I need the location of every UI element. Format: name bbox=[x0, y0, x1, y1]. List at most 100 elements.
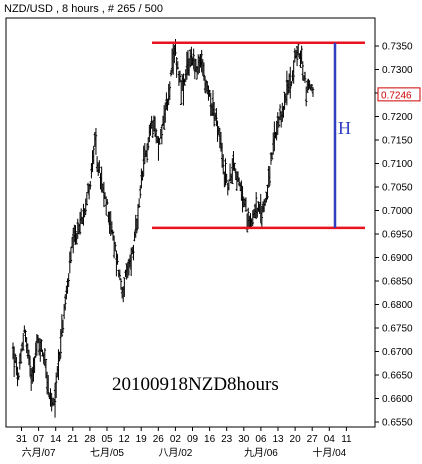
x-tick-label: 05 bbox=[101, 434, 113, 445]
x-tick-label: 14 bbox=[50, 434, 62, 445]
current-price-box bbox=[377, 87, 421, 102]
y-tick-label: 0.6950 bbox=[382, 230, 413, 241]
price-bar bbox=[24, 329, 27, 343]
x-tick-label: 04 bbox=[324, 434, 336, 445]
price-bar bbox=[64, 294, 67, 311]
price-bar bbox=[76, 218, 79, 239]
y-tick-label: 0.7050 bbox=[382, 183, 413, 194]
price-bar bbox=[78, 211, 82, 235]
price-bar bbox=[183, 78, 186, 86]
price-bars bbox=[11, 38, 315, 418]
x-tick-label: 23 bbox=[221, 434, 233, 445]
x-tick-label: 26 bbox=[153, 434, 165, 445]
price-bar bbox=[270, 152, 274, 160]
price-bar bbox=[300, 45, 303, 64]
x-tick-label: 09 bbox=[187, 434, 199, 445]
price-bar bbox=[17, 372, 20, 381]
price-bar bbox=[22, 332, 25, 351]
price-bar bbox=[254, 192, 258, 220]
x-tick-label: 19 bbox=[136, 434, 148, 445]
y-tick-label: 0.6800 bbox=[382, 300, 413, 311]
price-bar bbox=[114, 242, 117, 252]
x-tick-label: 06 bbox=[255, 434, 267, 445]
price-bar bbox=[92, 145, 95, 165]
x-tick-label: 16 bbox=[204, 434, 216, 445]
price-bar bbox=[47, 375, 50, 396]
x-tick-label: 30 bbox=[238, 434, 250, 445]
price-bar bbox=[132, 244, 135, 261]
price-bar bbox=[222, 154, 225, 175]
y-tick-label: 0.7300 bbox=[382, 65, 413, 76]
price-bar bbox=[69, 246, 73, 264]
month-label: 十月/04 bbox=[312, 446, 346, 459]
price-bar bbox=[175, 57, 178, 78]
price-bar bbox=[158, 138, 161, 145]
x-tick-label: 20 bbox=[290, 434, 302, 445]
price-bar bbox=[137, 198, 141, 208]
price-bar bbox=[145, 143, 149, 163]
price-bar bbox=[202, 62, 206, 81]
price-bar bbox=[151, 121, 154, 138]
y-tick-label: 0.7200 bbox=[382, 112, 413, 123]
price-bar bbox=[240, 180, 243, 201]
month-label: 八月/02 bbox=[158, 447, 192, 459]
y-tick-label: 0.7100 bbox=[382, 159, 413, 170]
price-bar bbox=[94, 128, 98, 155]
price-bar bbox=[102, 181, 106, 208]
x-tick-label: 07 bbox=[33, 434, 45, 445]
price-bar bbox=[247, 207, 250, 230]
y-tick-label: 0.6600 bbox=[382, 394, 413, 405]
price-bar bbox=[244, 197, 248, 212]
price-bar bbox=[28, 355, 32, 377]
price-bar bbox=[60, 314, 64, 338]
y-tick-label: 0.6750 bbox=[382, 324, 413, 335]
price-bar bbox=[19, 348, 23, 364]
price-bar bbox=[292, 60, 295, 84]
price-bar bbox=[169, 69, 173, 77]
price-bar bbox=[53, 382, 57, 418]
price-bar bbox=[304, 86, 308, 107]
y-tick-label: 0.6650 bbox=[382, 371, 413, 382]
x-tick-label: 27 bbox=[307, 434, 319, 445]
price-bar bbox=[98, 160, 101, 174]
price-bar bbox=[257, 201, 260, 212]
price-bar bbox=[118, 269, 122, 281]
price-bar bbox=[43, 348, 47, 367]
price-bar bbox=[154, 128, 158, 144]
month-label: 七月/05 bbox=[90, 447, 124, 459]
level-lines bbox=[152, 41, 365, 230]
price-bar bbox=[74, 225, 77, 245]
month-label: 六月/07 bbox=[22, 447, 56, 459]
price-bar bbox=[231, 158, 234, 185]
price-bar bbox=[233, 162, 236, 171]
price-bar bbox=[141, 170, 144, 181]
price-bar bbox=[12, 346, 16, 378]
price-bar bbox=[212, 101, 216, 127]
y-tick-label: 0.7000 bbox=[382, 206, 413, 217]
price-bar bbox=[168, 81, 172, 100]
price-bar bbox=[178, 70, 182, 83]
price-bar bbox=[200, 49, 203, 73]
price-bar bbox=[135, 218, 139, 234]
price-bar bbox=[89, 180, 92, 190]
price-bar bbox=[224, 158, 227, 186]
price-bar bbox=[75, 232, 78, 245]
price-bar bbox=[208, 89, 211, 97]
y-axis: 0.73500.73000.72500.72000.71500.71000.70… bbox=[375, 42, 421, 429]
price-bar bbox=[116, 254, 119, 265]
month-label: 九月/06 bbox=[244, 447, 278, 459]
y-tick-label: 0.7350 bbox=[382, 42, 413, 53]
y-tick-label: 0.7150 bbox=[382, 136, 413, 147]
price-bar bbox=[289, 66, 292, 99]
x-tick-label: 21 bbox=[67, 434, 79, 445]
price-bar bbox=[162, 105, 166, 130]
x-tick-label: 31 bbox=[16, 434, 28, 445]
price-bar bbox=[104, 196, 108, 216]
price-bar bbox=[84, 198, 87, 216]
price-bar bbox=[225, 173, 228, 184]
chart-title: NZD/USD , 8 hours , # 265 / 500 bbox=[4, 3, 163, 15]
price-bar bbox=[40, 339, 43, 353]
chart-annotation: 20100918NZD8hours bbox=[112, 374, 279, 395]
